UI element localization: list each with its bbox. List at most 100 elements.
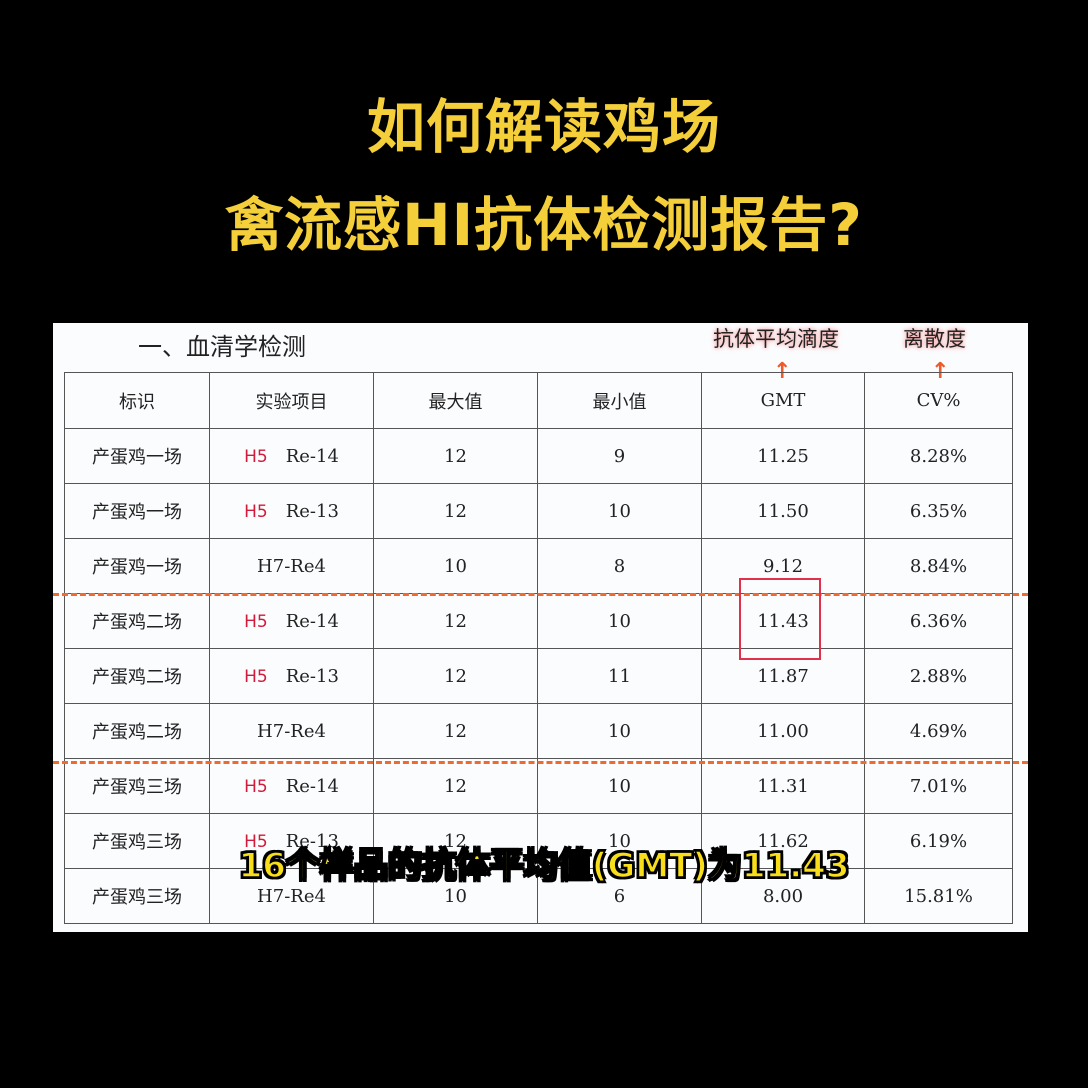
gmt-cell-text: 11.31 xyxy=(757,775,809,797)
gmt-cell-text: 11.25 xyxy=(757,445,809,467)
max-cell-text: 12 xyxy=(444,665,467,687)
item-cell-text: Re-13 xyxy=(285,665,339,687)
farm-cell-text: 产蛋鸡二场 xyxy=(92,612,182,633)
cv-cell: 6.36% xyxy=(864,593,1013,649)
item-cell: H7-Re4 xyxy=(209,538,374,594)
min-cell: 6 xyxy=(537,868,702,924)
gmt-cell: 8.00 xyxy=(701,868,865,924)
cv-cell-text: 2.88% xyxy=(909,665,968,687)
table-row: 产蛋鸡一场 H5 Re-14 12 9 11.25 8.28% xyxy=(64,428,1013,484)
gmt-cell-text: 11.87 xyxy=(757,665,809,687)
min-cell-text: 10 xyxy=(608,610,631,632)
max-cell-text: 12 xyxy=(444,610,467,632)
header-cell: 实验项目 xyxy=(209,372,374,429)
max-cell-text: 12 xyxy=(444,830,467,852)
farm-cell: 产蛋鸡二场 xyxy=(64,593,210,649)
max-cell: 12 xyxy=(373,428,538,484)
min-cell-text: 10 xyxy=(608,720,631,742)
farm-cell: 产蛋鸡三场 xyxy=(64,813,210,869)
table-row: 产蛋鸡三场 H7-Re4 10 6 8.00 15.81% xyxy=(64,868,1013,924)
min-cell: 10 xyxy=(537,703,702,759)
max-cell: 12 xyxy=(373,813,538,869)
cv-cell: 8.84% xyxy=(864,538,1013,594)
item-cell-text: Re-13 xyxy=(285,830,339,852)
min-cell-text: 10 xyxy=(608,830,631,852)
cv-cell-text: 6.19% xyxy=(909,830,968,852)
item-cell: H5 Re-14 xyxy=(209,593,374,649)
table-row: 产蛋鸡一场 H7-Re4 10 8 9.12 8.84% xyxy=(64,538,1013,594)
max-cell: 12 xyxy=(373,703,538,759)
item-cell: H5 Re-13 xyxy=(209,648,374,704)
cv-cell-text: 7.01% xyxy=(909,775,968,797)
max-cell: 12 xyxy=(373,758,538,814)
table-row: 产蛋鸡二场 H7-Re4 12 10 11.00 4.69% xyxy=(64,703,1013,759)
cv-cell: 15.81% xyxy=(864,868,1013,924)
table-row: 产蛋鸡二场 H5 Re-14 12 10 11.43 6.36% xyxy=(64,593,1013,649)
item-cell: H5 Re-13 xyxy=(209,483,374,539)
farm-cell: 产蛋鸡二场 xyxy=(64,648,210,704)
farm-cell-text: 产蛋鸡一场 xyxy=(92,502,182,523)
subtype-tag: H5 xyxy=(244,831,268,852)
header-cell: 最小值 xyxy=(537,372,702,429)
item-cell-text: Re-14 xyxy=(285,445,339,467)
max-cell: 10 xyxy=(373,538,538,594)
min-cell-text: 8 xyxy=(613,555,626,577)
max-cell-text: 12 xyxy=(444,445,467,467)
gmt-annotation: 抗体平均滴度 xyxy=(713,327,839,351)
min-cell-text: 11 xyxy=(608,665,631,687)
farm-cell: 产蛋鸡一场 xyxy=(64,538,210,594)
max-cell-text: 10 xyxy=(444,555,467,577)
subtype-tag: H5 xyxy=(244,501,268,522)
item-cell-text: Re-14 xyxy=(285,775,339,797)
gmt-cell: 11.31 xyxy=(701,758,865,814)
max-cell-text: 12 xyxy=(444,775,467,797)
serology-table: 标识 实验项目 最大值 最小值 GMT CV% 产蛋鸡一场 H5 Re-14 12 9 1… xyxy=(64,372,1013,924)
cv-cell: 8.28% xyxy=(864,428,1013,484)
subtype-tag: H5 xyxy=(244,666,268,687)
farm-divider xyxy=(53,761,1028,764)
item-cell: H5 Re-14 xyxy=(209,428,374,484)
gmt-cell-text: 11.62 xyxy=(757,830,809,852)
farm-cell-text: 产蛋鸡二场 xyxy=(92,722,182,743)
item-cell-text: H7-Re4 xyxy=(257,885,326,907)
report-image: 一、血清学检测 抗体平均滴度 离散度 ↑ ↑ 标识 实验项目 最大值 最小值 G… xyxy=(53,323,1028,932)
item-cell-text: Re-14 xyxy=(285,610,339,632)
farm-cell: 产蛋鸡一场 xyxy=(64,483,210,539)
title-line-1: 如何解读鸡场 xyxy=(366,93,721,161)
header-cell: 最大值 xyxy=(373,372,538,429)
max-cell: 12 xyxy=(373,483,538,539)
farm-divider xyxy=(53,593,1028,596)
farm-cell: 产蛋鸡三场 xyxy=(64,758,210,814)
item-cell: H5 Re-13 xyxy=(209,813,374,869)
cv-cell-text: 6.35% xyxy=(909,500,968,522)
min-cell: 8 xyxy=(537,538,702,594)
gmt-cell: 11.00 xyxy=(701,703,865,759)
section-title: 一、血清学检测 xyxy=(138,333,306,361)
item-cell-text: Re-13 xyxy=(285,500,339,522)
min-cell: 11 xyxy=(537,648,702,704)
cv-cell: 7.01% xyxy=(864,758,1013,814)
cv-cell: 4.69% xyxy=(864,703,1013,759)
cv-cell-text: 8.28% xyxy=(909,445,968,467)
table-row: 产蛋鸡一场 H5 Re-13 12 10 11.50 6.35% xyxy=(64,483,1013,539)
max-cell-text: 12 xyxy=(444,720,467,742)
farm-cell-text: 产蛋鸡三场 xyxy=(92,887,182,908)
cv-cell: 2.88% xyxy=(864,648,1013,704)
item-cell-text: H7-Re4 xyxy=(257,720,326,742)
table-header-row: 标识 实验项目 最大值 最小值 GMT CV% xyxy=(64,372,1013,429)
gmt-cell-text: 11.50 xyxy=(757,500,809,522)
cv-cell-text: 8.84% xyxy=(909,555,968,577)
min-cell-text: 6 xyxy=(613,885,626,907)
gmt-cell: 11.87 xyxy=(701,648,865,704)
table-row: 产蛋鸡二场 H5 Re-13 12 11 11.87 2.88% xyxy=(64,648,1013,704)
min-cell-text: 10 xyxy=(608,775,631,797)
item-cell-text: H7-Re4 xyxy=(257,555,326,577)
gmt-cell-text: 8.00 xyxy=(762,885,804,907)
cv-cell: 6.35% xyxy=(864,483,1013,539)
header-cell: CV% xyxy=(864,372,1013,429)
item-cell: H5 Re-14 xyxy=(209,758,374,814)
farm-cell-text: 产蛋鸡一场 xyxy=(92,447,182,468)
item-cell: H7-Re4 xyxy=(209,868,374,924)
gmt-cell: 11.25 xyxy=(701,428,865,484)
max-cell-text: 12 xyxy=(444,500,467,522)
